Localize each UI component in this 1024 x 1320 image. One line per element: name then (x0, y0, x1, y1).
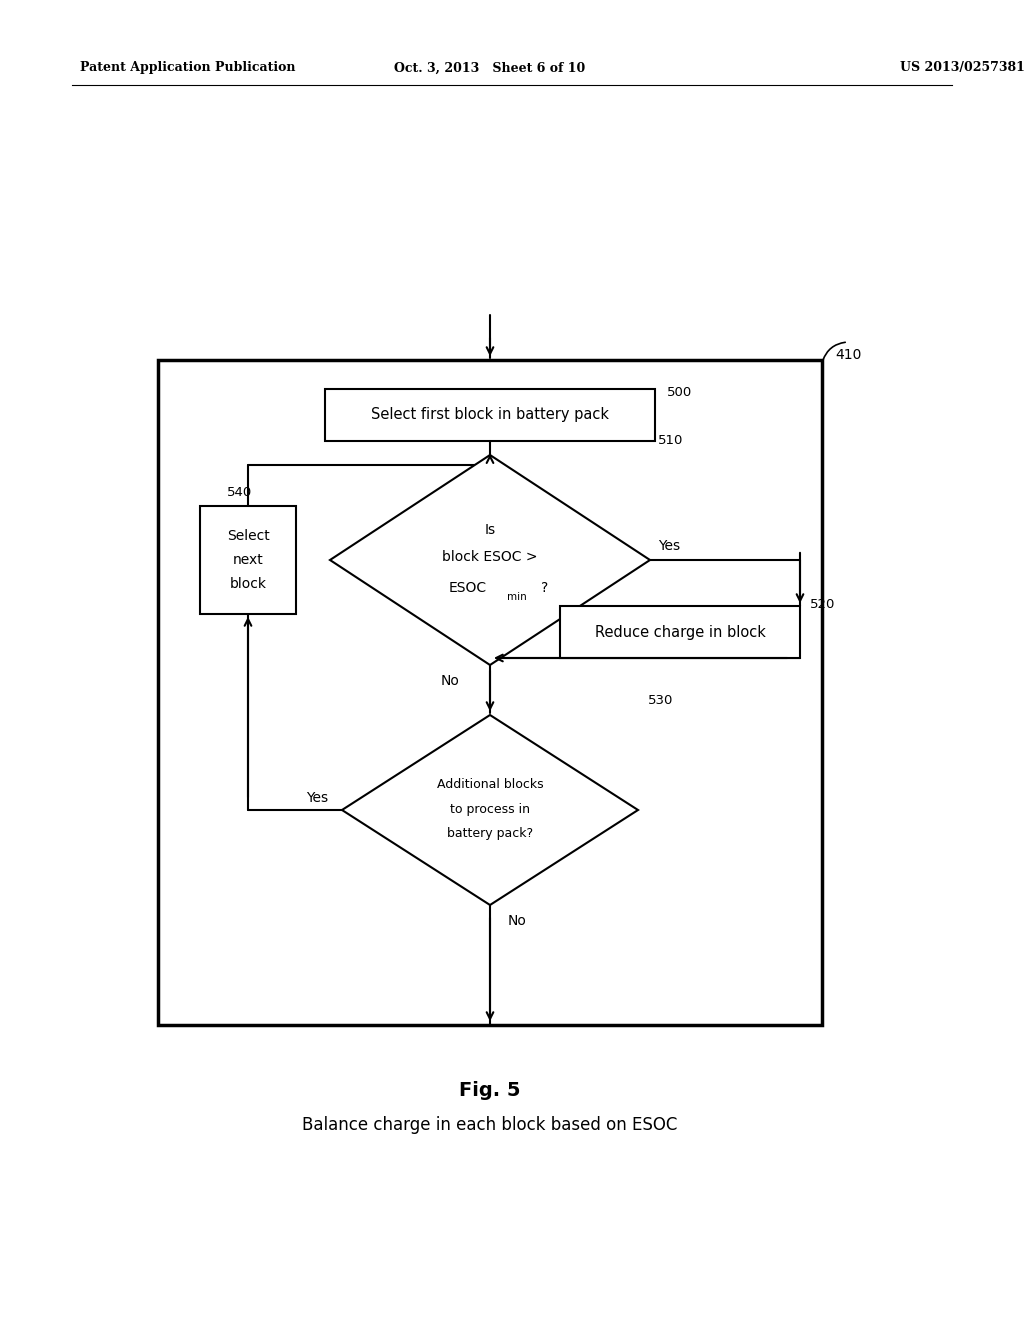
Text: Yes: Yes (658, 539, 680, 553)
Text: min: min (507, 591, 527, 602)
Text: 510: 510 (658, 434, 683, 447)
Text: Balance charge in each block based on ESOC: Balance charge in each block based on ES… (302, 1115, 678, 1134)
Bar (560, 606, 800, 657)
Text: Additional blocks: Additional blocks (436, 777, 544, 791)
Bar (158, 360, 822, 1026)
Text: Reduce charge in block: Reduce charge in block (595, 624, 765, 639)
Text: Is: Is (484, 523, 496, 537)
Text: Patent Application Publication: Patent Application Publication (80, 62, 296, 74)
Text: 540: 540 (227, 486, 253, 499)
Text: 500: 500 (667, 387, 692, 400)
Text: Yes: Yes (306, 791, 328, 805)
Bar (325, 389, 655, 441)
Text: No: No (508, 913, 527, 928)
Text: to process in: to process in (450, 803, 530, 816)
Text: 410: 410 (835, 348, 861, 362)
Text: block: block (229, 577, 266, 591)
Text: ESOC: ESOC (449, 581, 487, 595)
Text: 530: 530 (648, 694, 674, 708)
Text: US 2013/0257381 A1: US 2013/0257381 A1 (900, 62, 1024, 74)
Text: Select first block in battery pack: Select first block in battery pack (371, 408, 609, 422)
Text: block ESOC >: block ESOC > (442, 550, 538, 564)
Text: Select: Select (226, 529, 269, 543)
Text: No: No (440, 675, 460, 688)
Text: Fig. 5: Fig. 5 (459, 1081, 521, 1100)
Text: ?: ? (542, 581, 549, 595)
Bar (200, 506, 296, 614)
Polygon shape (330, 455, 650, 665)
Text: battery pack?: battery pack? (446, 828, 534, 841)
Text: 520: 520 (810, 598, 836, 610)
Text: Oct. 3, 2013   Sheet 6 of 10: Oct. 3, 2013 Sheet 6 of 10 (394, 62, 586, 74)
Text: next: next (232, 553, 263, 568)
Polygon shape (342, 715, 638, 906)
